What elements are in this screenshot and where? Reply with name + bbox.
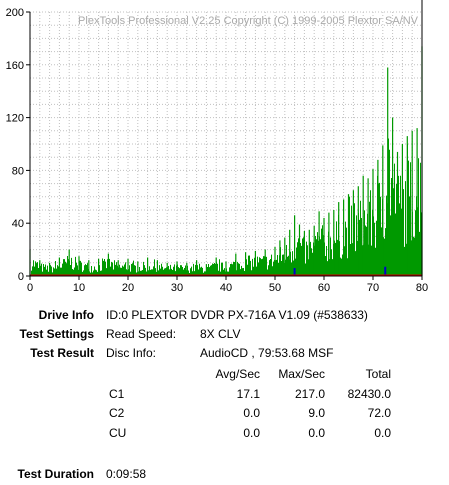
y-tick-label: 0 — [18, 271, 24, 283]
y-tick-label: 80 — [12, 165, 24, 177]
col-header-avg: Avg/Sec — [215, 367, 260, 381]
x-tick-label: 20 — [122, 282, 134, 294]
row-c2-total: 72.0 — [367, 406, 391, 420]
y-tick-label: 120 — [6, 113, 24, 125]
error-rate-chart: PlexTools Professional V2.25 Copyright (… — [6, 0, 428, 294]
x-tick-label: 80 — [416, 282, 428, 294]
test-duration-value: 0:09:58 — [106, 467, 147, 481]
y-tick-label: 200 — [6, 7, 24, 19]
row-c2-max: 9.0 — [308, 406, 325, 420]
x-tick-label: 30 — [171, 282, 183, 294]
disc-info-value: AudioCD , 79:53.68 MSF — [200, 346, 334, 360]
y-tick-label: 40 — [12, 218, 24, 230]
col-header-total: Total — [365, 367, 391, 381]
row-cu-avg: 0.0 — [243, 426, 260, 440]
chart-title: PlexTools Professional V2.25 Copyright (… — [78, 15, 419, 27]
test-duration-label: Test Duration — [17, 467, 94, 481]
row-c2-avg: 0.0 — [243, 406, 260, 420]
row-c2-name: C2 — [109, 406, 125, 420]
col-header-max: Max/Sec — [278, 367, 325, 381]
row-cu-name: CU — [109, 426, 127, 440]
read-speed-label: Read Speed: — [106, 327, 177, 341]
row-c1-max: 217.0 — [294, 387, 325, 401]
read-speed-value: 8X CLV — [200, 327, 241, 341]
chart-marks — [29, 46, 423, 277]
row-c1-name: C1 — [109, 387, 125, 401]
x-tick-label: 10 — [73, 282, 85, 294]
x-tick-label: 50 — [269, 282, 281, 294]
y-tick-label: 160 — [6, 60, 24, 72]
test-result-label: Test Result — [30, 346, 94, 360]
drive-info-label: Drive Info — [38, 308, 94, 322]
x-tick-label: 40 — [220, 282, 232, 294]
x-tick-label: 60 — [318, 282, 330, 294]
row-cu-total: 0.0 — [374, 426, 391, 440]
row-c1-total: 82430.0 — [347, 387, 391, 401]
axes: 0 40 80 120 160 200 0 10 20 30 40 50 60 70 80 — [6, 0, 428, 294]
row-cu-max: 0.0 — [308, 426, 325, 440]
x-tick-label: 0 — [27, 282, 33, 294]
x-tick-label: 70 — [367, 282, 379, 294]
drive-info-value: ID:0 PLEXTOR DVDR PX-716A V1.09 (#538633… — [106, 308, 368, 322]
test-settings-label: Test Settings — [19, 327, 94, 341]
disc-info-label: Disc Info: — [106, 346, 157, 360]
row-c1-avg: 17.1 — [236, 387, 260, 401]
